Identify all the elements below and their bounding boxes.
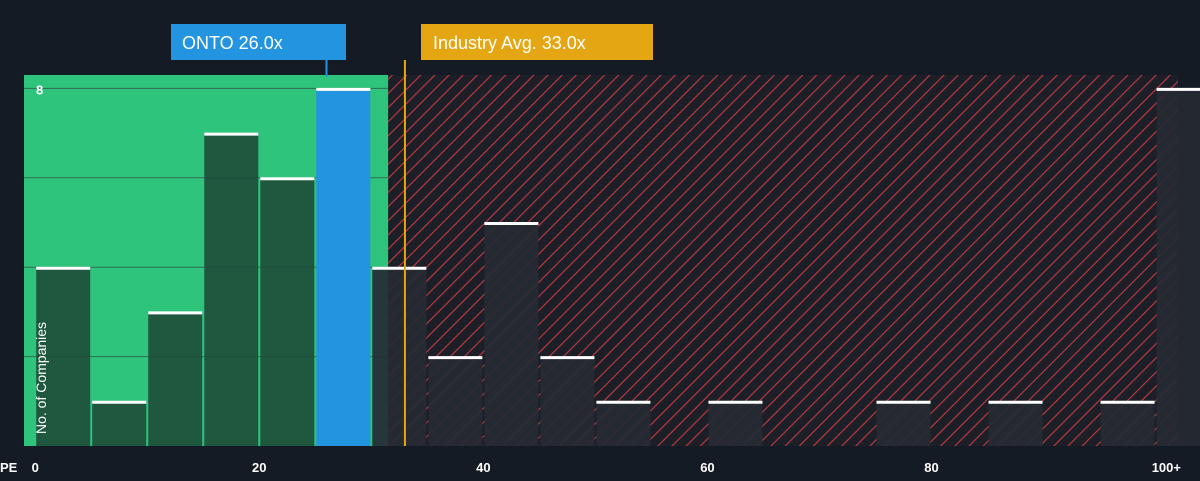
company-callout-box xyxy=(171,24,346,60)
histogram-bar xyxy=(540,356,595,446)
industry-callout-label: Industry Avg. 33.0x xyxy=(433,33,586,53)
company-callout-label: ONTO 26.0x xyxy=(182,33,283,53)
y-axis-label: No. of Companies xyxy=(33,322,49,434)
industry-callout: Industry Avg. 33.0x xyxy=(421,24,653,60)
x-ticks: 0 20 40 60 80 100+ xyxy=(32,460,1182,475)
histogram-bar xyxy=(36,267,91,446)
x-tick-label: 20 xyxy=(252,460,266,475)
histogram-bar xyxy=(484,222,539,446)
histogram-bar xyxy=(148,311,203,446)
histogram-bar xyxy=(596,401,651,446)
histogram-bar xyxy=(1100,401,1155,446)
y-tick-label: 8 xyxy=(36,82,43,97)
bars xyxy=(36,87,1200,446)
histogram-bar xyxy=(988,401,1043,446)
histogram-bar xyxy=(428,356,483,446)
x-tick-label: 80 xyxy=(924,460,938,475)
x-tick-label: 60 xyxy=(700,460,714,475)
histogram-bar xyxy=(1156,88,1200,446)
histogram-bar xyxy=(708,401,763,446)
histogram-bar xyxy=(876,401,931,446)
histogram-bar xyxy=(92,401,147,446)
x-tick-label: 0 xyxy=(32,460,39,475)
industry-callout-box xyxy=(421,24,653,60)
company-callout: ONTO 26.0x xyxy=(171,24,346,60)
histogram-bar xyxy=(316,88,371,446)
histogram-bar xyxy=(260,177,315,446)
histogram-bar xyxy=(204,133,259,446)
x-tick-label: 100+ xyxy=(1152,460,1182,475)
histogram-bar xyxy=(372,267,427,446)
x-axis-label: PE xyxy=(0,460,18,475)
x-tick-label: 40 xyxy=(476,460,490,475)
